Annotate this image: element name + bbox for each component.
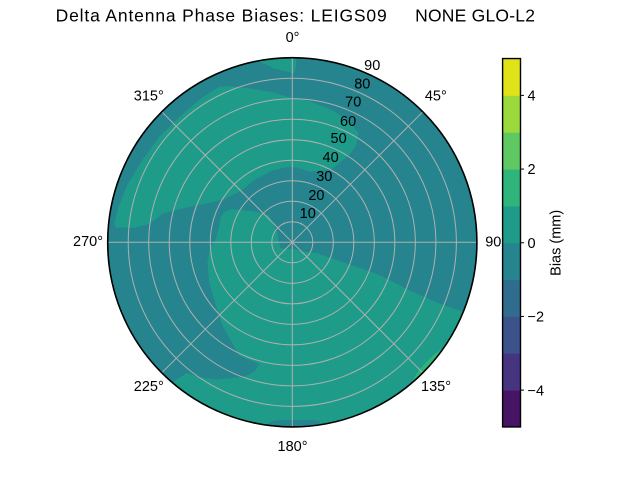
svg-text:40: 40 xyxy=(323,150,339,166)
svg-text:Delta Antenna Phase Biases: LE: Delta Antenna Phase Biases: LEIGS09 xyxy=(56,6,388,26)
svg-text:2: 2 xyxy=(528,162,536,178)
svg-text:NONE GLO-L2: NONE GLO-L2 xyxy=(415,6,535,26)
svg-text:90: 90 xyxy=(364,58,380,74)
svg-text:180°: 180° xyxy=(278,439,308,455)
svg-text:45°: 45° xyxy=(425,89,447,105)
svg-text:30: 30 xyxy=(316,169,332,185)
svg-text:315°: 315° xyxy=(134,89,164,105)
svg-text:20: 20 xyxy=(308,188,324,204)
svg-text:0: 0 xyxy=(528,236,536,252)
svg-text:225°: 225° xyxy=(134,379,164,395)
svg-text:90: 90 xyxy=(485,235,501,251)
svg-text:270°: 270° xyxy=(73,234,103,250)
svg-text:4: 4 xyxy=(528,89,536,105)
svg-text:135°: 135° xyxy=(421,379,451,395)
svg-text:Bias (mm): Bias (mm) xyxy=(549,210,565,276)
svg-text:0°: 0° xyxy=(286,30,300,46)
svg-text:80: 80 xyxy=(354,77,370,93)
svg-text:70: 70 xyxy=(345,94,361,110)
svg-text:−2: −2 xyxy=(528,310,545,326)
svg-text:50: 50 xyxy=(331,131,347,147)
svg-text:−4: −4 xyxy=(528,383,545,399)
svg-text:60: 60 xyxy=(340,114,356,130)
svg-text:10: 10 xyxy=(300,206,316,222)
